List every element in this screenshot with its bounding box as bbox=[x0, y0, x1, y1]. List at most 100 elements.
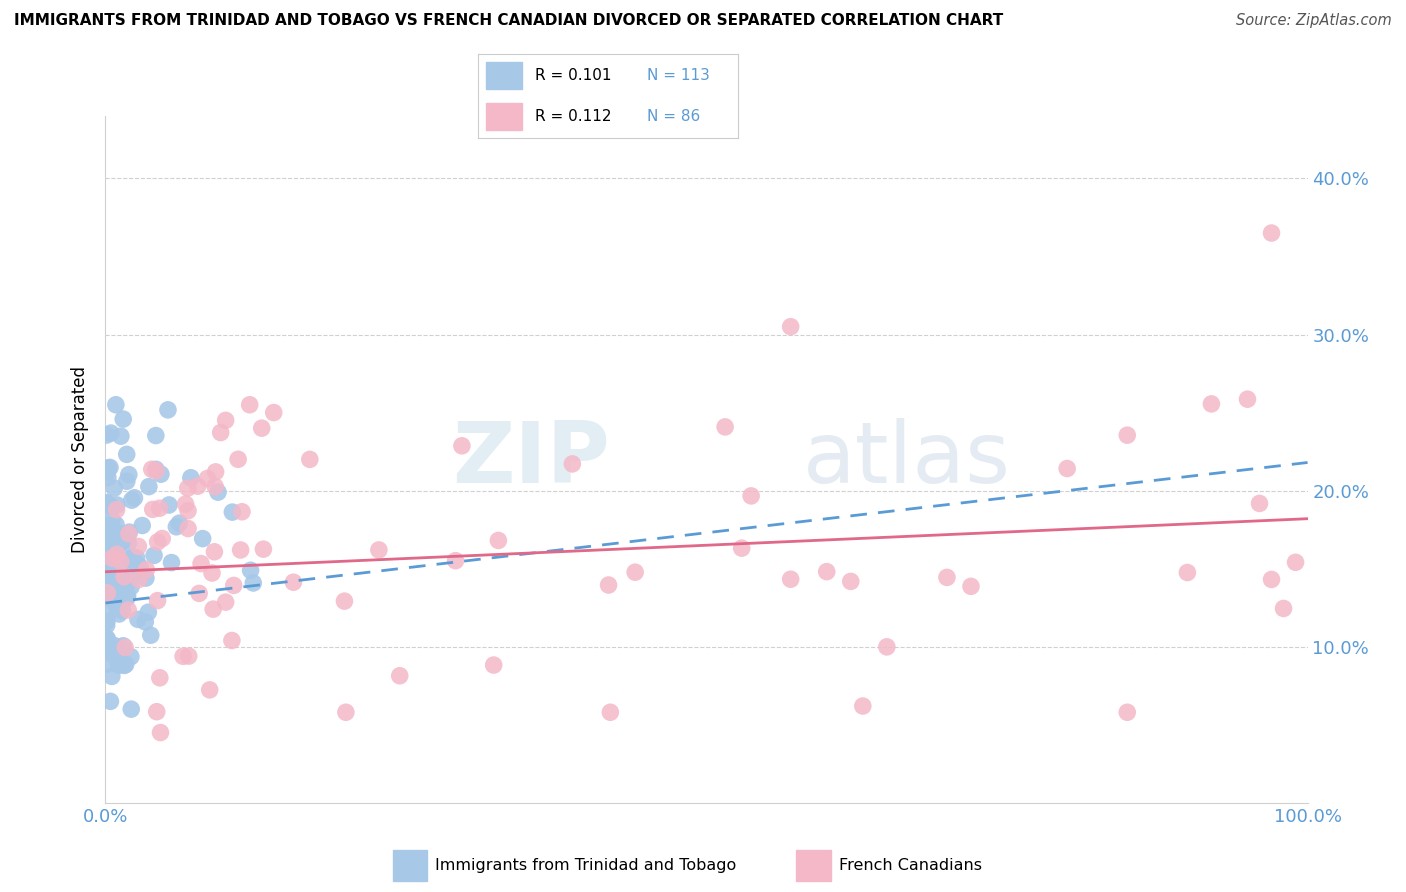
Point bbox=[779, 572, 801, 586]
Point bbox=[96, 495, 118, 509]
Point bbox=[112, 639, 135, 653]
Point bbox=[190, 557, 212, 571]
Point bbox=[114, 533, 136, 547]
Point bbox=[101, 586, 124, 600]
Point bbox=[204, 465, 226, 479]
Point bbox=[202, 545, 225, 559]
Point bbox=[120, 580, 142, 594]
Point bbox=[444, 554, 467, 568]
Point bbox=[100, 522, 122, 536]
Point bbox=[112, 580, 135, 594]
Point bbox=[231, 505, 253, 519]
Point bbox=[104, 398, 127, 412]
Point bbox=[815, 565, 838, 579]
Point bbox=[172, 649, 194, 664]
Point bbox=[222, 578, 245, 592]
Point bbox=[101, 602, 124, 616]
Point bbox=[105, 498, 128, 512]
Point bbox=[149, 671, 172, 685]
Point bbox=[97, 546, 120, 560]
Point bbox=[197, 471, 219, 485]
Point bbox=[107, 591, 129, 606]
Point bbox=[117, 575, 139, 590]
Point bbox=[121, 493, 143, 508]
Point bbox=[145, 428, 167, 442]
Point bbox=[177, 522, 200, 536]
Point bbox=[97, 470, 120, 484]
Point bbox=[110, 556, 132, 570]
Point bbox=[101, 551, 124, 566]
Point bbox=[100, 552, 122, 566]
Point bbox=[118, 467, 141, 482]
Point bbox=[115, 591, 138, 605]
Point bbox=[298, 452, 321, 467]
Point bbox=[599, 705, 621, 719]
Point bbox=[111, 577, 134, 591]
Point bbox=[936, 570, 959, 584]
Point bbox=[97, 567, 120, 582]
Point bbox=[97, 527, 120, 541]
Point bbox=[135, 571, 157, 585]
Point bbox=[221, 505, 243, 519]
Point bbox=[122, 566, 145, 580]
Bar bbox=[392, 849, 427, 881]
Point bbox=[96, 614, 118, 628]
Point bbox=[114, 640, 136, 655]
Point bbox=[112, 658, 135, 673]
Point bbox=[100, 694, 122, 708]
Point bbox=[96, 542, 118, 557]
Point bbox=[117, 536, 139, 550]
Point bbox=[97, 518, 120, 533]
Text: IMMIGRANTS FROM TRINIDAD AND TOBAGO VS FRENCH CANADIAN DIVORCED OR SEPARATED COR: IMMIGRANTS FROM TRINIDAD AND TOBAGO VS F… bbox=[14, 13, 1004, 29]
Point bbox=[97, 461, 120, 475]
Bar bbox=[486, 62, 522, 89]
Point bbox=[221, 633, 243, 648]
Point bbox=[96, 466, 118, 480]
Point bbox=[97, 632, 120, 647]
Point bbox=[111, 603, 134, 617]
Point bbox=[103, 644, 125, 658]
Point bbox=[110, 555, 132, 569]
Text: R = 0.112: R = 0.112 bbox=[536, 109, 612, 124]
Point bbox=[97, 548, 120, 562]
Point bbox=[97, 498, 120, 512]
Point bbox=[214, 595, 236, 609]
Point bbox=[96, 586, 118, 600]
Point bbox=[149, 725, 172, 739]
Point bbox=[146, 535, 169, 549]
Point bbox=[131, 518, 153, 533]
Point bbox=[156, 402, 179, 417]
Point bbox=[165, 520, 187, 534]
Point bbox=[561, 457, 583, 471]
Point bbox=[115, 447, 138, 461]
Point bbox=[112, 412, 135, 426]
Point bbox=[1116, 705, 1139, 719]
Point bbox=[174, 497, 197, 511]
Point bbox=[451, 439, 474, 453]
Point bbox=[239, 563, 262, 577]
Point bbox=[107, 569, 129, 583]
Point bbox=[96, 530, 118, 544]
Point bbox=[145, 705, 167, 719]
Point bbox=[149, 467, 172, 482]
Point bbox=[127, 612, 149, 626]
Point bbox=[486, 533, 509, 548]
Point bbox=[96, 530, 118, 544]
Point bbox=[226, 452, 249, 467]
Point bbox=[105, 502, 128, 516]
Point bbox=[125, 550, 148, 565]
Point bbox=[135, 563, 157, 577]
Point bbox=[100, 500, 122, 514]
Point bbox=[1272, 601, 1295, 615]
Point bbox=[146, 593, 169, 607]
Point bbox=[142, 502, 165, 516]
Point bbox=[740, 489, 762, 503]
Point bbox=[1260, 573, 1282, 587]
Point bbox=[239, 398, 262, 412]
Point bbox=[1201, 397, 1223, 411]
Point bbox=[105, 525, 128, 540]
Point bbox=[263, 406, 285, 420]
Text: atlas: atlas bbox=[803, 417, 1011, 501]
Point bbox=[108, 658, 131, 673]
Point bbox=[105, 547, 128, 561]
